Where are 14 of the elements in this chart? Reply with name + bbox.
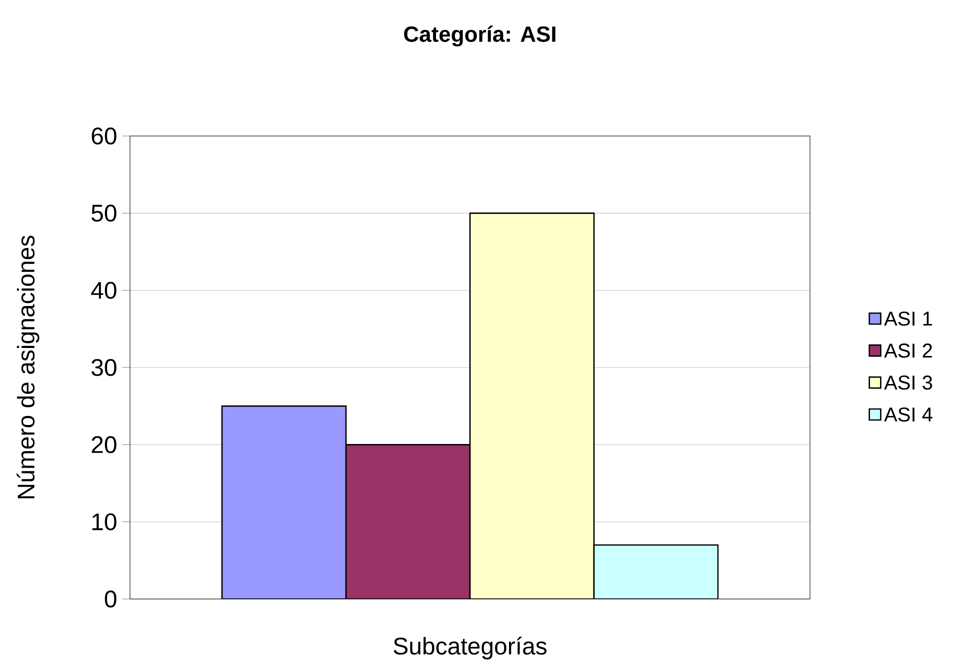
legend-label: ASI 4 — [884, 407, 932, 422]
chart-title: Categoría: ASI — [404, 26, 556, 46]
legend-label: ASI 1 — [884, 312, 932, 326]
y-tick-label: 10 — [92, 513, 116, 530]
y-tick-label: 40 — [91, 282, 116, 299]
y-tick-label: 50 — [92, 204, 116, 222]
x-axis-title: Subcategorías — [394, 636, 547, 660]
y-tick-label: 20 — [92, 436, 116, 454]
legend-label: ASI 3 — [884, 376, 932, 390]
y-tick-label: 30 — [92, 358, 116, 376]
y-axis-title: Número de asignaciones — [16, 236, 40, 498]
y-tick-label: 0 — [104, 590, 116, 608]
y-tick-label: 60 — [92, 128, 116, 144]
legend-label: ASI 2 — [884, 344, 932, 358]
